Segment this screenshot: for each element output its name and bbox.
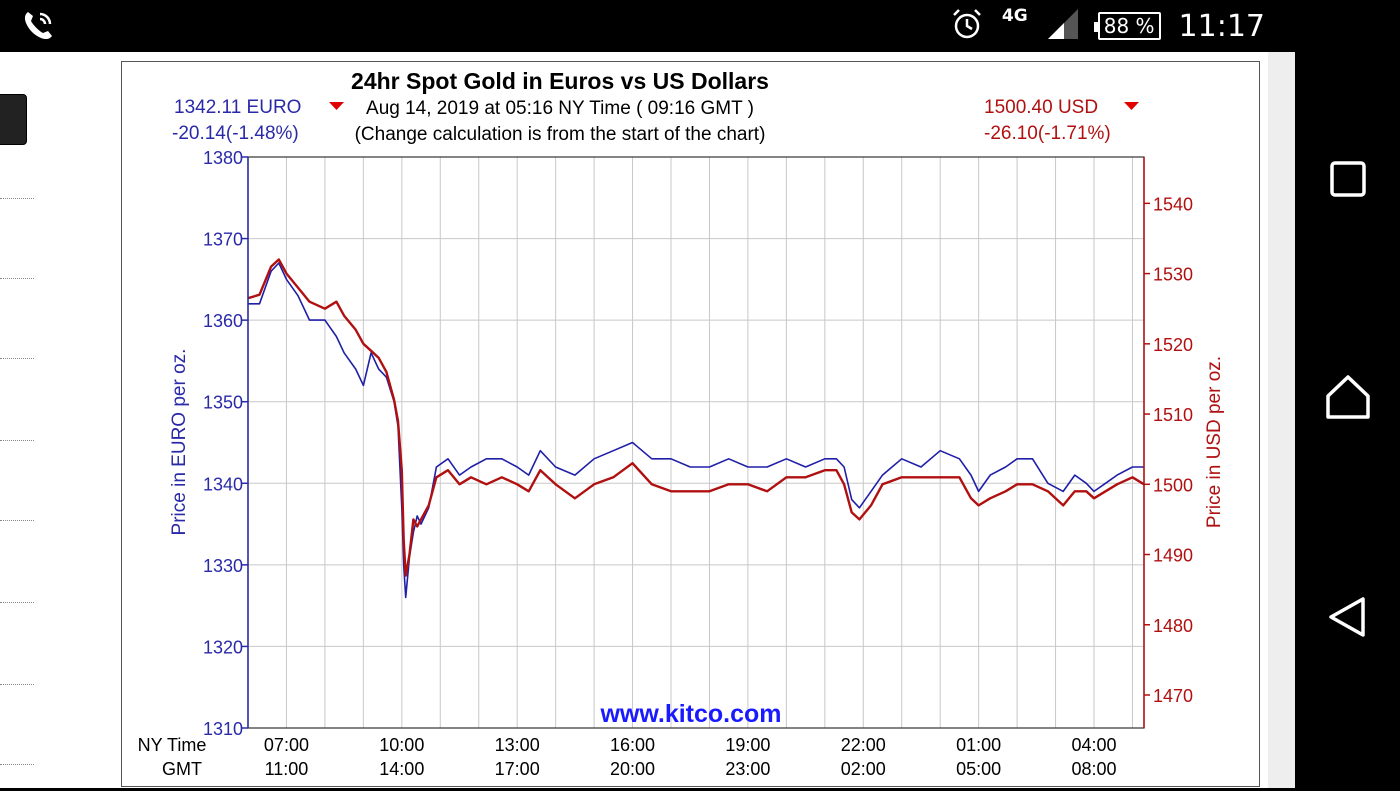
y-right-tick-label: 1490 <box>1153 546 1193 566</box>
y-left-tick-label: 1370 <box>203 230 243 250</box>
x-tick-label-gmt: 20:00 <box>610 759 655 779</box>
usd-price: 1500.40 USD <box>984 97 1098 118</box>
series-line-usd <box>247 258 1145 577</box>
y-right-tick-label: 1480 <box>1153 616 1193 636</box>
x-tick-label-ny: 16:00 <box>610 735 655 755</box>
y-right-tick-label: 1510 <box>1153 405 1193 425</box>
series-layer <box>247 258 1145 599</box>
x-tick-label-gmt: 17:00 <box>495 759 540 779</box>
page-content[interactable]: 1310 1320 1330 1340 1350 1360 1370 1380 1470 1480… <box>0 52 1295 788</box>
x-tick-label-ny: 22:00 <box>841 735 886 755</box>
back-triangle-icon <box>1328 597 1365 637</box>
menu-divider <box>0 684 34 685</box>
x-tick-label-gmt: 11:00 <box>265 759 309 779</box>
phone-call-icon <box>20 8 56 48</box>
chart-subtitle: Aug 14, 2019 at 05:16 NY Time ( 09:16 GM… <box>366 98 754 119</box>
chart-note: (Change calculation is from the start of… <box>355 124 766 145</box>
x-tick-label-ny: 13:00 <box>495 735 540 755</box>
y-left-tick-label: 1310 <box>203 719 243 739</box>
usd-down-arrow-icon <box>1124 102 1139 110</box>
chart-title: 24hr Spot Gold in Euros vs US Dollars <box>351 68 769 94</box>
x-tick-label-ny: 10:00 <box>379 735 424 755</box>
side-menu-button[interactable] <box>0 94 27 145</box>
signal-icon <box>1046 7 1080 45</box>
recents-square-icon <box>1329 161 1366 197</box>
kitco-watermark: www.kitco.com <box>599 700 781 728</box>
x-tick-label-gmt: 02:00 <box>841 759 886 779</box>
navigation-bar <box>1295 0 1400 788</box>
y-right-tick-label: 1470 <box>1153 686 1193 706</box>
menu-divider <box>0 278 34 279</box>
plot-border <box>247 156 1145 729</box>
x-tick-label-ny: 19:00 <box>725 735 770 755</box>
network-type: 4G <box>1001 6 1028 26</box>
page-scrollbar[interactable] <box>1268 52 1295 788</box>
y-right-tick-label: 1520 <box>1153 335 1193 355</box>
y-left-tick-label: 1360 <box>203 311 243 331</box>
battery-level: 88 % <box>1093 12 1161 40</box>
menu-divider <box>0 440 34 441</box>
y-left-tick-label: 1380 <box>203 148 243 168</box>
y-axis-right-label: Price in USD per oz. <box>1204 356 1225 528</box>
y-left-tick-label: 1320 <box>203 637 243 657</box>
euro-down-arrow-icon <box>329 102 344 110</box>
recents-button[interactable] <box>1295 139 1400 219</box>
x-row-label-ny: NY Time <box>138 735 207 755</box>
ticks: 1310 1320 1330 1340 1350 1360 1370 1380 1470 1480… <box>203 148 1193 779</box>
x-tick-label-ny: 01:00 <box>956 735 1001 755</box>
y-left-tick-label: 1340 <box>203 474 243 494</box>
y-right-tick-label: 1500 <box>1153 475 1193 495</box>
euro-change: -20.14(-1.48%) <box>172 123 299 144</box>
y-left-tick-label: 1330 <box>203 556 243 576</box>
gold-chart: 1310 1320 1330 1340 1350 1360 1370 1380 1470 1480… <box>121 61 1260 787</box>
menu-divider <box>0 602 34 603</box>
y-axis-left-label: Price in EURO per oz. <box>169 349 190 536</box>
status-bar: 4G 88 % 11:17 <box>0 0 1295 52</box>
x-tick-label-gmt: 08:00 <box>1071 759 1116 779</box>
menu-divider <box>0 358 34 359</box>
menu-divider <box>0 198 34 199</box>
home-button[interactable] <box>1295 357 1400 437</box>
grid <box>248 157 1144 728</box>
y-right-tick-label: 1530 <box>1153 265 1193 285</box>
x-tick-label-ny: 07:00 <box>264 735 309 755</box>
alarm-icon <box>950 7 984 45</box>
y-left-tick-label: 1350 <box>203 393 243 413</box>
x-tick-label-gmt: 14:00 <box>379 759 424 779</box>
side-menu-strip <box>0 52 40 788</box>
x-row-label-gmt: GMT <box>162 759 202 779</box>
x-tick-label-gmt: 05:00 <box>956 759 1001 779</box>
clock: 11:17 <box>1178 8 1265 44</box>
home-icon <box>1325 375 1370 419</box>
y-right-tick-label: 1540 <box>1153 194 1193 214</box>
menu-divider <box>0 520 34 521</box>
series-line-euro <box>248 262 1144 599</box>
euro-price: 1342.11 EURO <box>174 97 301 118</box>
back-button[interactable] <box>1295 577 1400 657</box>
menu-divider <box>0 764 34 765</box>
x-tick-label-ny: 04:00 <box>1071 735 1116 755</box>
usd-change: -26.10(-1.71%) <box>984 123 1111 144</box>
chart-svg: 1310 1320 1330 1340 1350 1360 1370 1380 1470 1480… <box>138 68 1225 779</box>
x-tick-label-gmt: 23:00 <box>725 759 770 779</box>
